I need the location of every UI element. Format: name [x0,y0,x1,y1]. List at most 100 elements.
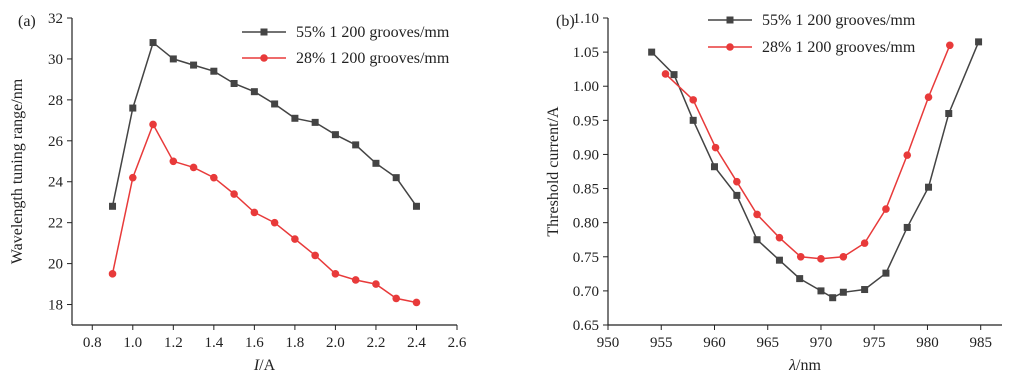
panel-a-series-2-point [291,235,299,243]
panel-b-y-tick-label: 1.05 [573,45,599,61]
panel-b-series-1-point [839,288,847,296]
panel-b-label: (b) [556,13,575,30]
panel-b-series-1-point [903,223,911,231]
panel-a-series-2-point [392,294,401,303]
panel-a-x-axis-title-unit: /A [259,357,275,374]
panel-b-y-tick-label: 0.65 [573,318,599,334]
panel-b-series-1-point [775,256,783,264]
panel-a-series-1-point [271,100,279,108]
panel-a-series-1-point [250,88,258,96]
panel-a-series-1-line [111,41,418,207]
panel-a-series-1-point [412,202,420,210]
panel-b-legend-marker-2 [726,43,734,51]
panel-b-x-tick-label: 955 [650,335,673,351]
panel-b-series-2-point [796,252,805,261]
panel-b-series-1-point [648,48,656,56]
panel-b-series-2-point [903,151,912,159]
panel-a-series-2-point [351,276,360,284]
panel-a-series-2-point [189,163,198,172]
panel-a-series-2-point [331,270,340,278]
panel-b-series-2-point [775,233,784,242]
panel-b-x-axis-title-unit: /nm [796,357,821,374]
panel-b-x-tick-label: 975 [863,335,886,351]
panel-b-series-2-point [753,210,761,219]
panel-b-y-tick-label: 0.75 [573,250,599,266]
panel-a-series-1-point [331,131,339,139]
panel-b-series-1-point [829,294,837,302]
panel-b-series-1-point [882,269,890,277]
panel-a-series-2-point [270,218,279,227]
panel-b-y-tick-label: 1.00 [573,79,599,95]
panel-a-series-2-point [149,120,157,129]
panel-a-series-2-point [372,280,380,288]
panel-a-y-tick-label: 20 [48,257,63,273]
panel-b-legend-marker-1 [726,16,734,24]
panel-b-series-2-point [882,205,890,213]
panel-b-series-2-point [839,252,848,261]
panel-a-series-1-point [169,55,177,63]
panel-b-y-tick-label: 0.85 [573,182,599,198]
panel-a-y-tick-label: 32 [48,11,63,27]
panel-a-y-tick-label: 26 [48,134,64,150]
panel-a-series-1-point [190,61,198,69]
panel-b-series-2-point [661,70,670,78]
panel-b-y-axis-title: Threshold current/A [545,106,562,237]
panel-b-series-2-point [924,93,933,101]
panel-a-y-axis-title: Wavelength tuning range/nm [9,78,26,264]
panel-b-series-1-point [975,38,983,46]
panel-a-series-2-point [128,173,137,182]
panel-b-x-tick-label: 960 [703,335,726,351]
panel-a-series-2-point [230,190,238,198]
panel-a-series-2-point [210,173,218,182]
panel-b-series-1-line [651,41,980,299]
panel-a-series-1-point [210,67,218,75]
panel-b-legend-label-2: 28% 1 200 grooves/mm [762,39,916,56]
panel-a-series-1-point [392,174,400,182]
panel-a-series-1-point [109,202,117,210]
panel-a-y-tick-label: 24 [48,175,64,191]
panel-a-x-tick-label: 2.6 [448,335,467,351]
panel-b-legend-label-1: 55% 1 200 grooves/mm [762,12,916,29]
panel-b-series-1-point [861,286,869,294]
panel-b-series-1-point [710,163,718,171]
panel-a-series-2-point [108,270,117,278]
panel-a-series-1-point [311,118,319,126]
panel-b-series-1-point [925,183,933,191]
panel-a-series-1-point [352,141,360,149]
panel-b-x-tick-label: 980 [916,335,939,351]
panel-b-x-tick-label: 985 [969,335,992,351]
panel-b-series-2-point [817,255,825,263]
panel-a-x-tick-label: 1.2 [164,335,183,351]
panel-a-y-tick-label: 22 [48,216,63,232]
panel-b-series-2-point [860,239,869,247]
panel-a-series-1-point [149,39,157,47]
panel-b-y-tick-label: 0.95 [573,113,599,129]
panel-a-series-1-point [372,159,380,167]
panel-a-x-tick-label: 2.2 [367,335,386,351]
panel-b-series-2-point [733,177,741,186]
panel-b-series-1-point [945,110,953,118]
panel-b-y-tick-label: 0.70 [573,284,599,300]
panel-a-series-2-point [169,157,178,166]
panel-b-y-tick-label: 1.10 [573,11,599,27]
panel-b-series-1-point [670,71,678,79]
panel-b: (b) Threshold current/A λ/nm 950 955 960 96… [545,11,1002,374]
panel-b-x-axis-title: λ/nm [788,357,821,374]
panel-b-series-2-line [664,45,951,260]
panel-a-y-tick-label: 18 [48,298,63,314]
panel-a-y-tick-label: 30 [48,52,63,68]
panel-b-y-tick-label: 0.90 [573,147,599,163]
panel-b-series-1-point [817,287,825,295]
panel-a-label: (a) [18,13,36,30]
panel-a-x-axis-title-symbol: I [253,357,260,374]
panel-b-series-2-point [689,96,697,104]
panel-a-legend-label-2: 28% 1 200 grooves/mm [296,50,450,67]
panel-a-legend-marker-2 [260,54,268,62]
panel-b-x-tick-label: 965 [756,335,779,351]
panel-a-x-tick-label: 0.8 [83,335,102,351]
panel-b-series-1-point [796,275,804,283]
panel-b-y-tick-label: 0.80 [573,216,599,232]
panel-a-series-2-line [111,122,417,304]
panel-a-series-2-point [250,208,259,217]
